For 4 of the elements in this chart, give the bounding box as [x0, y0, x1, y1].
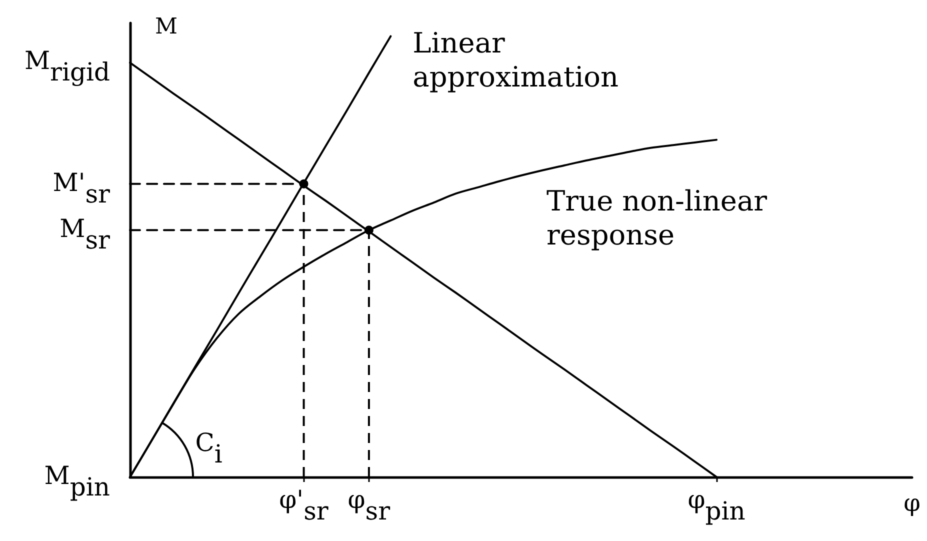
series-label: True non-linear response: [546, 184, 776, 252]
x-axis-title: φ: [904, 489, 920, 517]
series-label: Linear approximation: [412, 26, 619, 94]
y-axis-title: M: [155, 14, 178, 40]
